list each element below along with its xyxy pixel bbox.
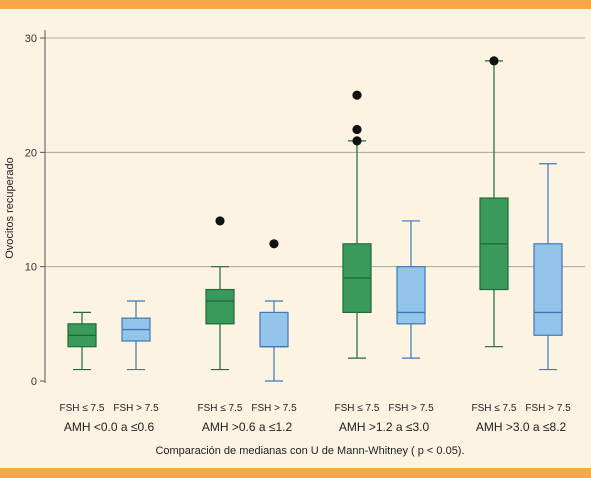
group-label: AMH >0.6 a ≤1.2 [202, 420, 293, 434]
category-label: FSH ≤ 7.5 [198, 403, 243, 414]
category-label: FSH > 7.5 [388, 403, 434, 414]
category-label: FSH ≤ 7.5 [472, 403, 517, 414]
outlier-point [352, 90, 362, 100]
group-label: AMH <0.0 a ≤0.6 [64, 420, 155, 434]
y-tick-label: 30 [25, 33, 37, 45]
group-label: AMH >1.2 a ≤3.0 [339, 420, 430, 434]
box-iqr [396, 266, 426, 325]
outlier-point [489, 56, 499, 66]
box-series [67, 56, 563, 382]
box-iqr [259, 311, 289, 348]
bottom-border-band [0, 468, 591, 478]
y-tick-label: 20 [25, 147, 37, 159]
group-label: AMH >3.0 a ≤8.2 [476, 420, 567, 434]
category-label: FSH ≤ 7.5 [60, 403, 105, 414]
category-label: FSH > 7.5 [251, 403, 297, 414]
box-iqr [533, 243, 563, 336]
category-label: FSH > 7.5 [113, 403, 159, 414]
top-border-band [0, 0, 591, 9]
outlier-point [352, 136, 362, 146]
outlier-point [215, 216, 225, 226]
category-label: FSH > 7.5 [525, 403, 571, 414]
x-axis-title: Comparación de medianas con U de Mann-Wh… [155, 445, 464, 457]
y-tick-label: 10 [25, 262, 37, 274]
y-axis-title: Ovocitos recuperado [4, 157, 16, 259]
y-axis: 0 10 20 30 [25, 30, 46, 388]
outlier-point [352, 124, 362, 135]
outlier-point [269, 239, 279, 249]
x-axis-labels: FSH ≤ 7.5 FSH > 7.5 AMH <0.0 a ≤0.6 FSH ≤ 7… [60, 403, 572, 434]
y-tick-label: 0 [31, 376, 37, 388]
box-iqr [205, 288, 235, 325]
category-label: FSH ≤ 7.5 [335, 403, 380, 414]
